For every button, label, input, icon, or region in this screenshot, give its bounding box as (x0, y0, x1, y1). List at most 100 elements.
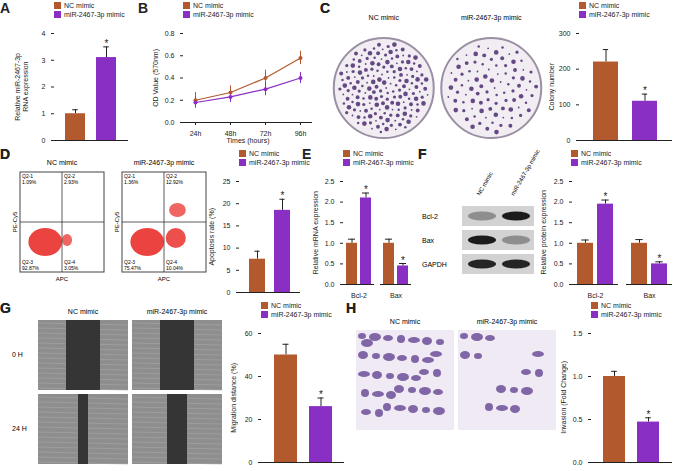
svg-text:1.0: 1.0 (554, 240, 564, 247)
svg-text:12.92%: 12.92% (166, 179, 184, 185)
svg-text:APC: APC (56, 276, 69, 282)
svg-text:1: 1 (42, 110, 46, 117)
svg-text:1.5: 1.5 (554, 219, 564, 226)
svg-text:48h: 48h (224, 130, 237, 138)
svg-text:24 H: 24 H (12, 425, 27, 432)
svg-text:5: 5 (227, 267, 231, 274)
svg-text:2.5: 2.5 (325, 178, 335, 185)
svg-text:NC mimic: NC mimic (390, 318, 421, 325)
svg-text:miR-2467-3p mimic: miR-2467-3p mimic (134, 159, 195, 167)
svg-text:10.04%: 10.04% (166, 265, 184, 271)
svg-text:3: 3 (42, 56, 46, 63)
svg-text:Bax: Bax (422, 237, 435, 244)
svg-text:*: * (604, 191, 608, 202)
svg-text:20: 20 (223, 200, 231, 207)
svg-text:NC mimic: NC mimic (476, 171, 494, 197)
svg-text:60: 60 (245, 330, 253, 337)
html-text:Migration distance (%): Migration distance (%) (229, 362, 237, 433)
svg-text:*: * (105, 38, 109, 49)
svg-text:0.5: 0.5 (325, 260, 335, 267)
svg-text:miR-2467-3p mimic: miR-2467-3p mimic (147, 308, 208, 316)
svg-text:miR-2467-3p mimic: miR-2467-3p mimic (510, 148, 541, 196)
svg-text:miR-2467-3p mimic: miR-2467-3p mimic (477, 318, 538, 326)
svg-text:*: * (364, 184, 368, 195)
html-text:F: F (418, 146, 427, 162)
svg-text:NC mimic: NC mimic (369, 14, 400, 21)
svg-text:300: 300 (559, 30, 571, 37)
svg-text:15: 15 (223, 222, 231, 229)
svg-text:*: * (643, 85, 647, 96)
svg-text:APC: APC (158, 276, 171, 282)
html-text:OD Value (570nm): OD Value (570nm) (151, 48, 159, 107)
svg-text:Bcl-2: Bcl-2 (588, 292, 604, 299)
html-text:H: H (346, 300, 357, 316)
html-text:G: G (0, 300, 11, 316)
html-text:Relative mRNA expression: Relative mRNA expression (311, 190, 319, 275)
svg-text:0.8: 0.8 (165, 30, 175, 37)
html-text:Relative miR-2467-3p RNA expre: Relative miR-2467-3p RNA expression (14, 52, 29, 121)
svg-text:0: 0 (227, 289, 231, 296)
svg-text:0.0: 0.0 (165, 119, 175, 126)
html-text:D: D (0, 146, 11, 162)
svg-text:*: * (647, 409, 651, 420)
svg-text:75.47%: 75.47% (124, 265, 142, 271)
svg-text:2.5: 2.5 (554, 178, 564, 185)
svg-text:0.4: 0.4 (165, 74, 175, 81)
svg-text:Bax: Bax (390, 292, 403, 299)
svg-text:Bcl-2: Bcl-2 (422, 213, 438, 220)
svg-text:72h: 72h (259, 130, 272, 138)
svg-text:0: 0 (567, 137, 571, 144)
svg-text:miR-2467-3p mimic: miR-2467-3p mimic (461, 14, 522, 22)
svg-text:PE-Cy5: PE-Cy5 (114, 211, 120, 232)
html-text:Relative protein expression: Relative protein expression (539, 190, 547, 275)
svg-text:*: * (658, 253, 662, 264)
svg-text:1.5: 1.5 (573, 330, 583, 337)
svg-text:Bax: Bax (643, 292, 656, 299)
svg-text:10: 10 (223, 244, 231, 251)
svg-text:4: 4 (42, 30, 46, 37)
svg-text:1.0: 1.0 (573, 373, 583, 380)
svg-text:GAPDH: GAPDH (422, 261, 447, 268)
svg-text:2.93%: 2.93% (64, 179, 79, 185)
svg-text:20: 20 (245, 416, 253, 423)
svg-text:*: * (401, 255, 405, 266)
svg-text:1.36%: 1.36% (124, 179, 139, 185)
svg-text:0.5: 0.5 (554, 260, 564, 267)
svg-text:0.2: 0.2 (165, 96, 175, 103)
svg-text:100: 100 (559, 101, 571, 108)
svg-text:0: 0 (42, 137, 46, 144)
html-text:Apoptosis rate (%): Apoptosis rate (%) (207, 207, 215, 266)
svg-text:96h: 96h (295, 130, 307, 137)
svg-text:200: 200 (559, 65, 571, 72)
svg-text:NC mimic: NC mimic (47, 159, 78, 166)
svg-text:*: * (319, 389, 323, 400)
html-text:Colony number: Colony number (547, 62, 555, 111)
svg-text:25: 25 (223, 178, 231, 185)
svg-text:Times (hours): Times (hours) (227, 137, 270, 145)
svg-text:0: 0 (249, 459, 253, 466)
svg-text:Bcl-2: Bcl-2 (351, 292, 367, 299)
svg-text:40: 40 (245, 373, 253, 380)
svg-text:0.6: 0.6 (165, 52, 175, 59)
svg-text:0.0: 0.0 (554, 281, 564, 288)
svg-text:0.5: 0.5 (573, 416, 583, 423)
html-text:E: E (302, 146, 312, 162)
svg-text:3.05%: 3.05% (64, 265, 79, 271)
svg-text:1.0: 1.0 (325, 240, 335, 247)
svg-text:2.0: 2.0 (325, 198, 335, 205)
html-text:C: C (320, 0, 331, 16)
svg-text:1.09%: 1.09% (22, 179, 37, 185)
html-text:A: A (0, 0, 11, 16)
svg-text:NC mimic: NC mimic (68, 308, 99, 315)
svg-text:*: * (281, 190, 285, 201)
svg-text:0.0: 0.0 (325, 281, 335, 288)
svg-text:1.5: 1.5 (325, 219, 335, 226)
svg-text:2.0: 2.0 (554, 198, 564, 205)
svg-text:PE-Cy5: PE-Cy5 (12, 211, 18, 232)
html-text:B: B (138, 0, 149, 16)
svg-text:92.87%: 92.87% (22, 265, 40, 271)
svg-text:0 H: 0 H (12, 351, 23, 358)
svg-text:24h: 24h (190, 130, 202, 137)
svg-text:2: 2 (42, 83, 46, 90)
svg-text:0.0: 0.0 (573, 459, 583, 466)
